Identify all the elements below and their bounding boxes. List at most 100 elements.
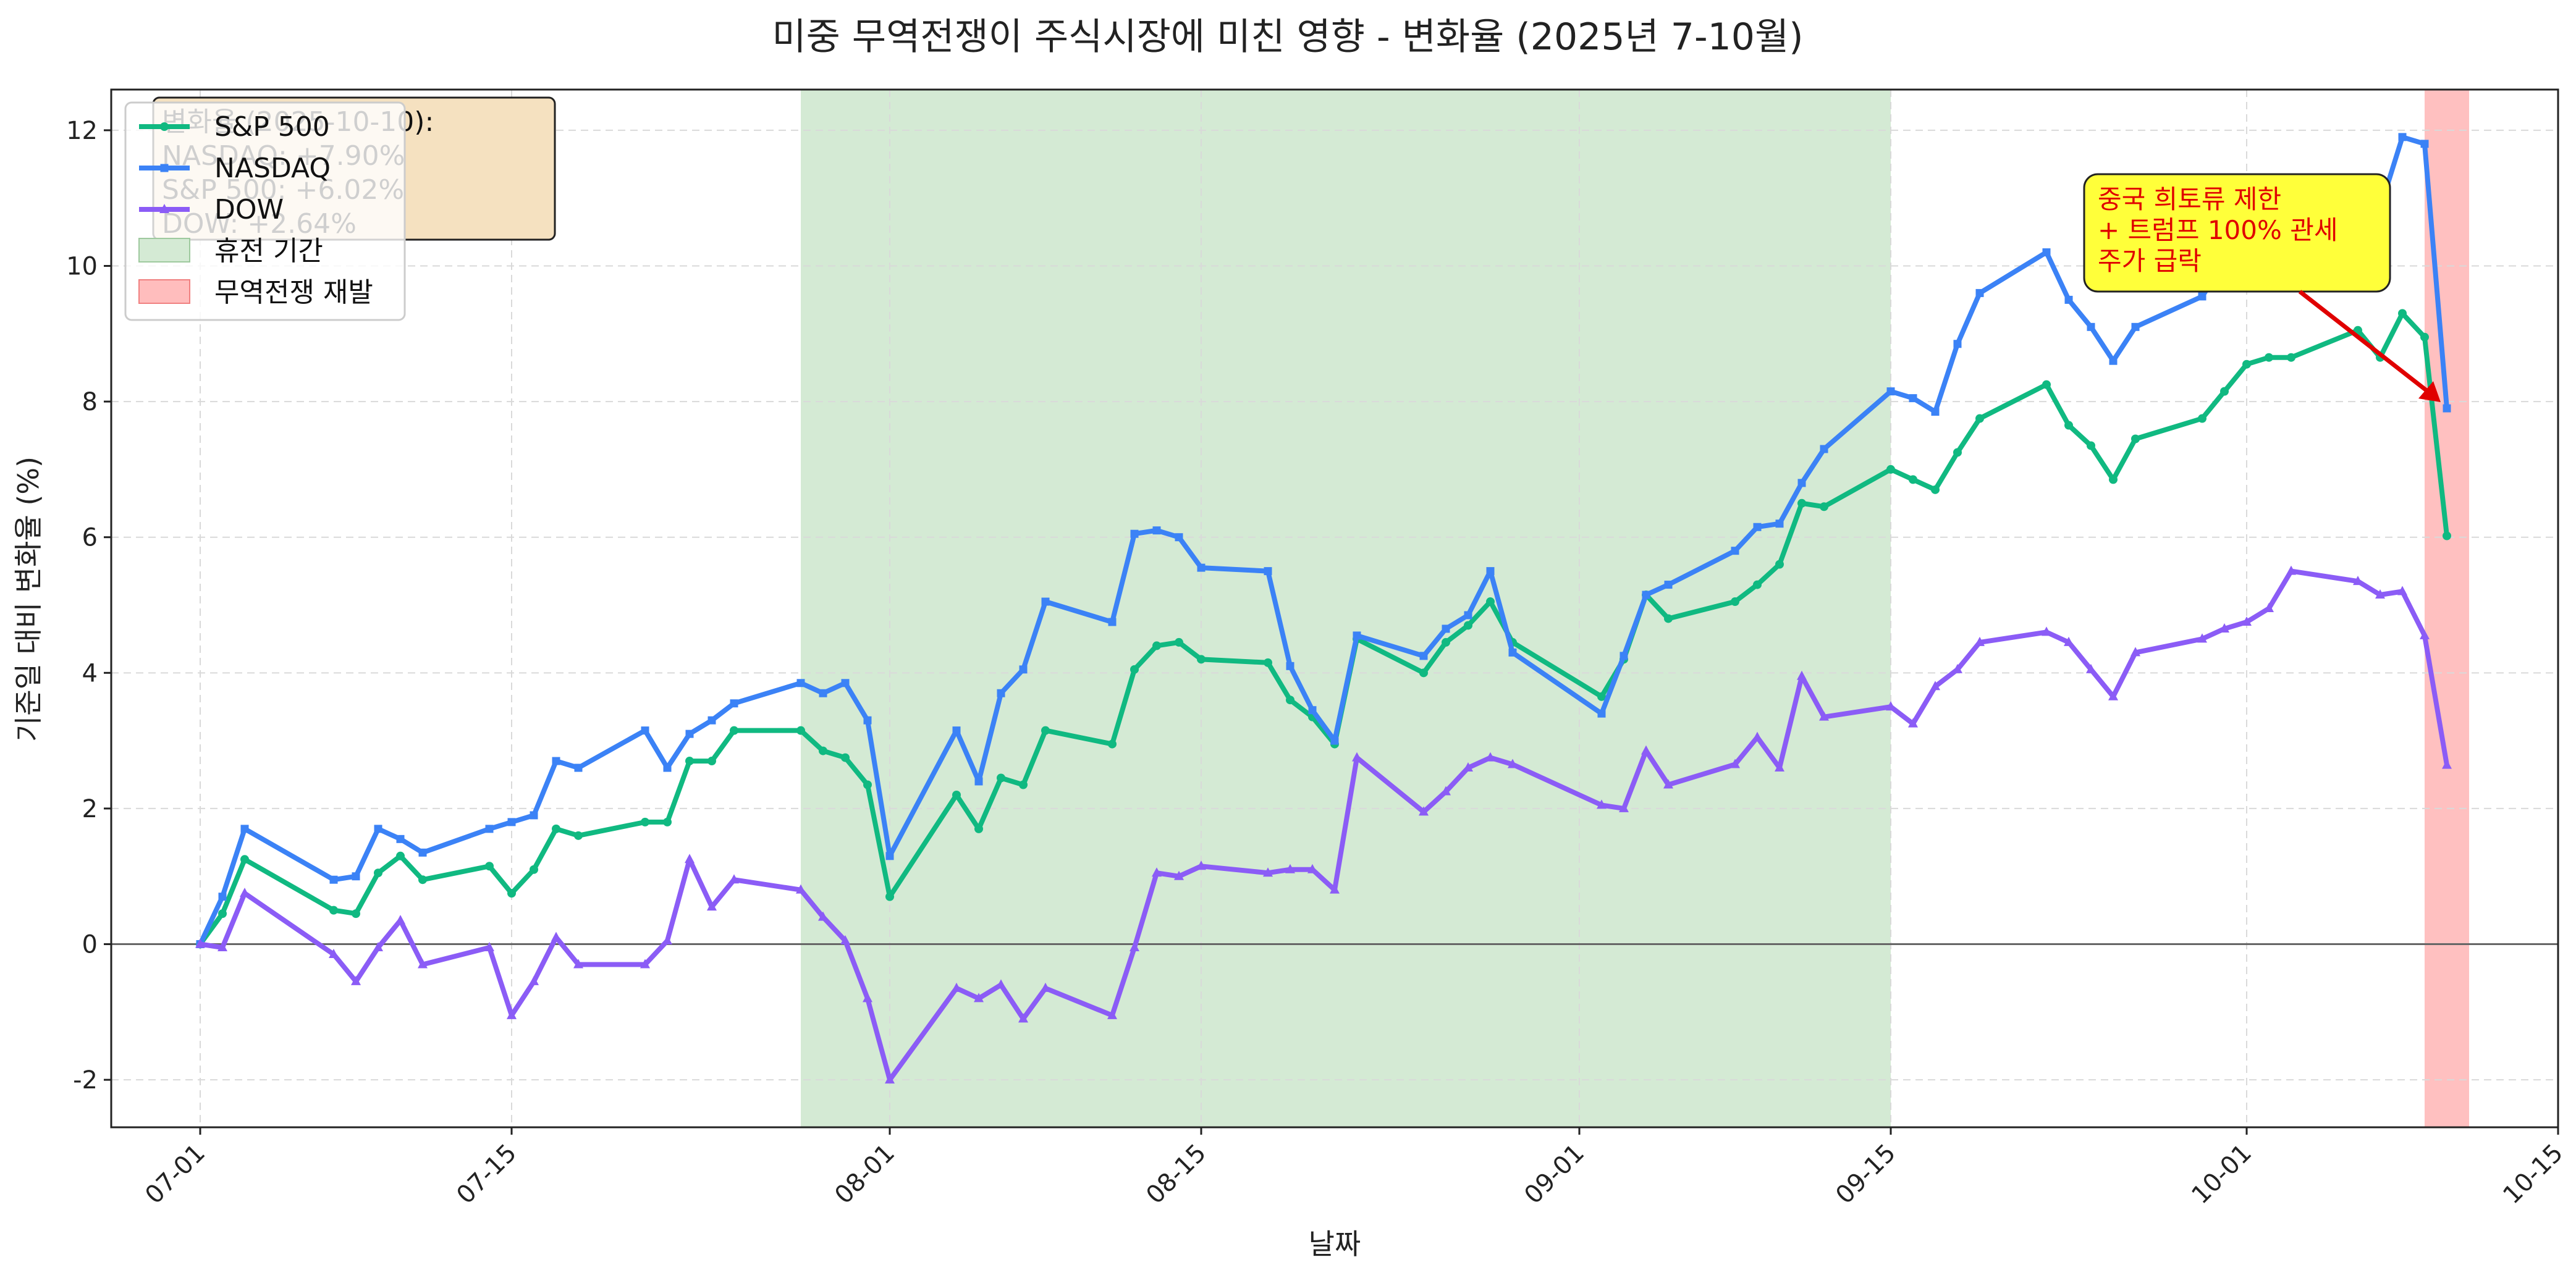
data-point — [1197, 563, 1206, 572]
data-point — [1152, 641, 1161, 650]
data-point — [1130, 665, 1139, 674]
data-point — [1664, 614, 1673, 623]
y-tick-label: 4 — [82, 659, 98, 687]
data-point — [1196, 860, 1206, 870]
data-point — [2086, 663, 2096, 673]
data-point — [841, 753, 850, 762]
data-point — [1775, 762, 1784, 772]
data-point — [218, 893, 227, 901]
data-point — [819, 689, 827, 697]
y-axis-label: 기준일 대비 변화율 (%) — [12, 456, 45, 742]
data-point — [2397, 586, 2407, 595]
data-point — [484, 942, 494, 952]
data-point — [1975, 636, 1985, 646]
data-point — [1107, 1009, 1117, 1019]
data-point — [997, 689, 1005, 697]
data-point — [507, 1009, 517, 1019]
data-point — [1152, 867, 1162, 877]
data-point — [240, 825, 249, 833]
data-point — [729, 874, 739, 884]
data-point — [685, 854, 695, 864]
data-point — [507, 818, 516, 826]
data-point — [573, 959, 583, 969]
data-point — [1909, 394, 1917, 403]
x-tick-label: 07-01 — [140, 1139, 211, 1210]
data-point — [1174, 870, 1184, 880]
data-point — [529, 975, 539, 985]
data-point — [1886, 387, 1895, 396]
data-point — [2064, 421, 2073, 430]
data-point — [2443, 404, 2451, 413]
chart-title: 미중 무역전쟁이 주식시장에 미친 영향 - 변화율 (2025년 7-10월) — [772, 15, 1803, 59]
data-point — [2042, 248, 2051, 257]
data-point — [641, 726, 649, 735]
data-point — [685, 729, 694, 738]
data-point — [2109, 475, 2118, 484]
data-point — [1441, 786, 1451, 796]
data-point — [1197, 655, 1206, 664]
legend-patch — [138, 279, 190, 304]
data-point — [240, 888, 250, 898]
x-tick-label: 10-01 — [2186, 1139, 2257, 1210]
data-point — [1152, 526, 1161, 535]
data-point — [1820, 502, 1828, 511]
data-point — [1819, 711, 1829, 721]
data-point — [195, 938, 205, 948]
legend-marker — [159, 204, 169, 213]
data-point — [1442, 637, 1450, 647]
x-tick-label: 09-15 — [1830, 1139, 1901, 1210]
data-point — [2442, 759, 2452, 769]
data-point — [551, 931, 561, 941]
data-point — [840, 935, 850, 945]
y-tick-label: -2 — [73, 1066, 98, 1095]
data-point — [2287, 353, 2295, 362]
data-point — [1730, 759, 1740, 768]
data-point — [1908, 718, 1918, 728]
data-point — [1953, 448, 1962, 457]
y-tick-label: 12 — [66, 117, 98, 145]
plot-area: -2 0 2 4 6 8 10 12 07-01 07-15 08-01 08-15 09-01 09-1… — [66, 88, 2569, 1210]
data-point — [1419, 668, 1428, 678]
data-point — [996, 979, 1006, 989]
data-point — [352, 872, 360, 881]
data-point — [796, 679, 805, 687]
data-point — [1508, 648, 1517, 657]
data-point — [1953, 663, 1962, 673]
data-point — [1419, 806, 1429, 816]
data-point — [2264, 603, 2274, 612]
data-point — [2042, 626, 2051, 636]
data-point — [2242, 359, 2251, 369]
data-point — [552, 757, 560, 765]
data-point — [530, 865, 538, 874]
data-point — [2220, 387, 2229, 396]
data-point — [2219, 623, 2229, 633]
data-point — [1642, 591, 1650, 599]
data-point — [218, 909, 227, 919]
data-point — [1663, 779, 1673, 789]
y-tick-label: 6 — [82, 524, 98, 552]
data-point — [974, 824, 983, 833]
x-tick-label: 10-15 — [2498, 1139, 2569, 1210]
data-point — [730, 699, 738, 708]
data-point — [1019, 780, 1028, 789]
data-point — [485, 862, 494, 871]
data-point — [1330, 736, 1339, 745]
data-point — [1263, 867, 1273, 877]
shaded-region-trade-war — [2425, 90, 2469, 1127]
plot-frame — [110, 88, 2559, 1129]
data-point — [1975, 288, 1984, 297]
data-point — [1508, 759, 1518, 768]
data-point — [1285, 864, 1295, 873]
data-point — [1019, 665, 1028, 674]
data-point — [685, 757, 694, 766]
data-point — [2087, 322, 2095, 331]
data-point — [1175, 533, 1183, 542]
data-point — [707, 716, 716, 725]
data-point — [485, 825, 494, 833]
data-point — [885, 852, 894, 860]
data-point — [1975, 414, 1984, 423]
shaded-region-ceasefire — [801, 90, 1891, 1127]
data-point — [1775, 560, 1784, 569]
data-point — [530, 811, 538, 820]
